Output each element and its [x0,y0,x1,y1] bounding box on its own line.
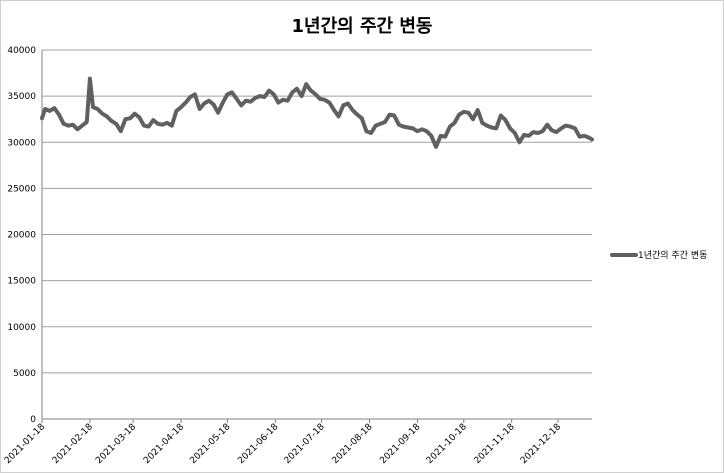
chart-title: 1년간의 주간 변동 [291,16,433,37]
x-tick-label: 2021-05-18 [188,422,232,466]
legend: 1년간의 주간 변동 [610,250,707,261]
y-axis: 0 5000 10000 15000 20000 25000 30000 35000 40000 [7,46,592,425]
x-tick-label: 2021-06-18 [236,422,280,466]
x-tick-label: 2021-07-18 [283,422,327,466]
y-tick-label: 25000 [7,184,36,194]
legend-label: 1년간의 주간 변동 [638,250,707,261]
y-tick-label: 20000 [7,231,36,241]
x-tick-label: 2021-01-18 [3,422,47,466]
y-tick-label: 30000 [7,138,36,148]
y-tick-label: 35000 [7,92,36,102]
series-layer [40,76,594,149]
y-tick-label: 0 [30,415,36,425]
x-tick-label: 2021-04-18 [142,422,186,466]
y-tick-label: 10000 [7,323,36,333]
x-axis: 2021-01-18 2021-02-18 2021-03-18 2021-04-18… [3,419,563,466]
x-tick-label: 2021-03-18 [94,422,138,466]
gridlines [42,49,592,420]
series-line [40,76,594,149]
x-tick-label: 2021-08-18 [331,422,375,466]
x-tick-label: 2021-12-18 [519,422,563,466]
y-tick-label: 15000 [7,277,36,287]
y-tick-label: 40000 [7,46,36,56]
y-tick-label: 5000 [13,369,36,379]
x-tick-label: 2021-10-18 [425,422,469,466]
x-tick-label: 2021-02-18 [51,422,95,466]
x-tick-label: 2021-09-18 [378,422,422,466]
x-tick-label: 2021-11-18 [473,422,517,466]
